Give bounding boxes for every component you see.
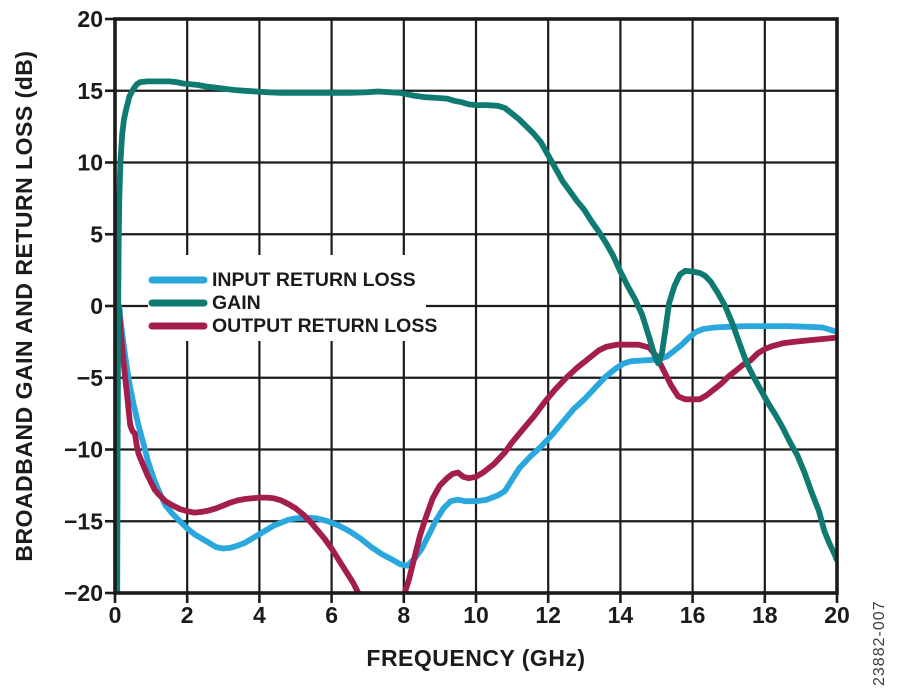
x-tick-label: 8 (397, 602, 410, 628)
x-tick-label: 18 (752, 602, 778, 628)
x-tick-label: 4 (253, 602, 266, 628)
legend-label: INPUT RETURN LOSS (212, 269, 416, 291)
gridlines (115, 19, 837, 593)
series-line-gain (115, 78, 837, 593)
x-tick-label: 16 (680, 602, 706, 628)
series-line-output-return-loss (115, 303, 837, 593)
legend-label: OUTPUT RETURN LOSS (212, 315, 437, 337)
y-tick-label: −5 (77, 365, 103, 391)
x-tick-label: 12 (535, 602, 561, 628)
plot-border (113, 17, 839, 595)
y-axis-title: BROADBAND GAIN AND RETURN LOSS (dB) (11, 50, 37, 561)
y-tick-label: 0 (90, 293, 103, 319)
x-tick-label: 14 (608, 602, 634, 628)
x-tick-label: 20 (824, 602, 850, 628)
y-tick-label: 5 (90, 221, 103, 247)
x-tick-label: 10 (463, 602, 489, 628)
x-tick-label: 2 (181, 602, 194, 628)
x-tick-label: 0 (109, 602, 122, 628)
legend-label: GAIN (212, 292, 261, 314)
x-tick-label: 6 (325, 602, 338, 628)
x-axis-tick-labels: 0 2 4 6 8 10 12 14 16 18 20 (109, 602, 850, 628)
y-axis-tick-labels: 20 15 10 5 0 −5 −10 −15 −20 (64, 6, 103, 606)
y-tick-label: −15 (64, 508, 103, 534)
x-axis-title: FREQUENCY (GHz) (366, 645, 585, 671)
y-tick-label: 15 (77, 78, 103, 104)
series-lines (115, 78, 837, 593)
y-tick-label: −20 (64, 580, 103, 606)
y-tick-label: −10 (64, 437, 103, 463)
y-tick-label: 10 (77, 150, 103, 176)
y-tick-label: 20 (77, 6, 103, 32)
watermark-code: 23882-007 (871, 600, 888, 686)
